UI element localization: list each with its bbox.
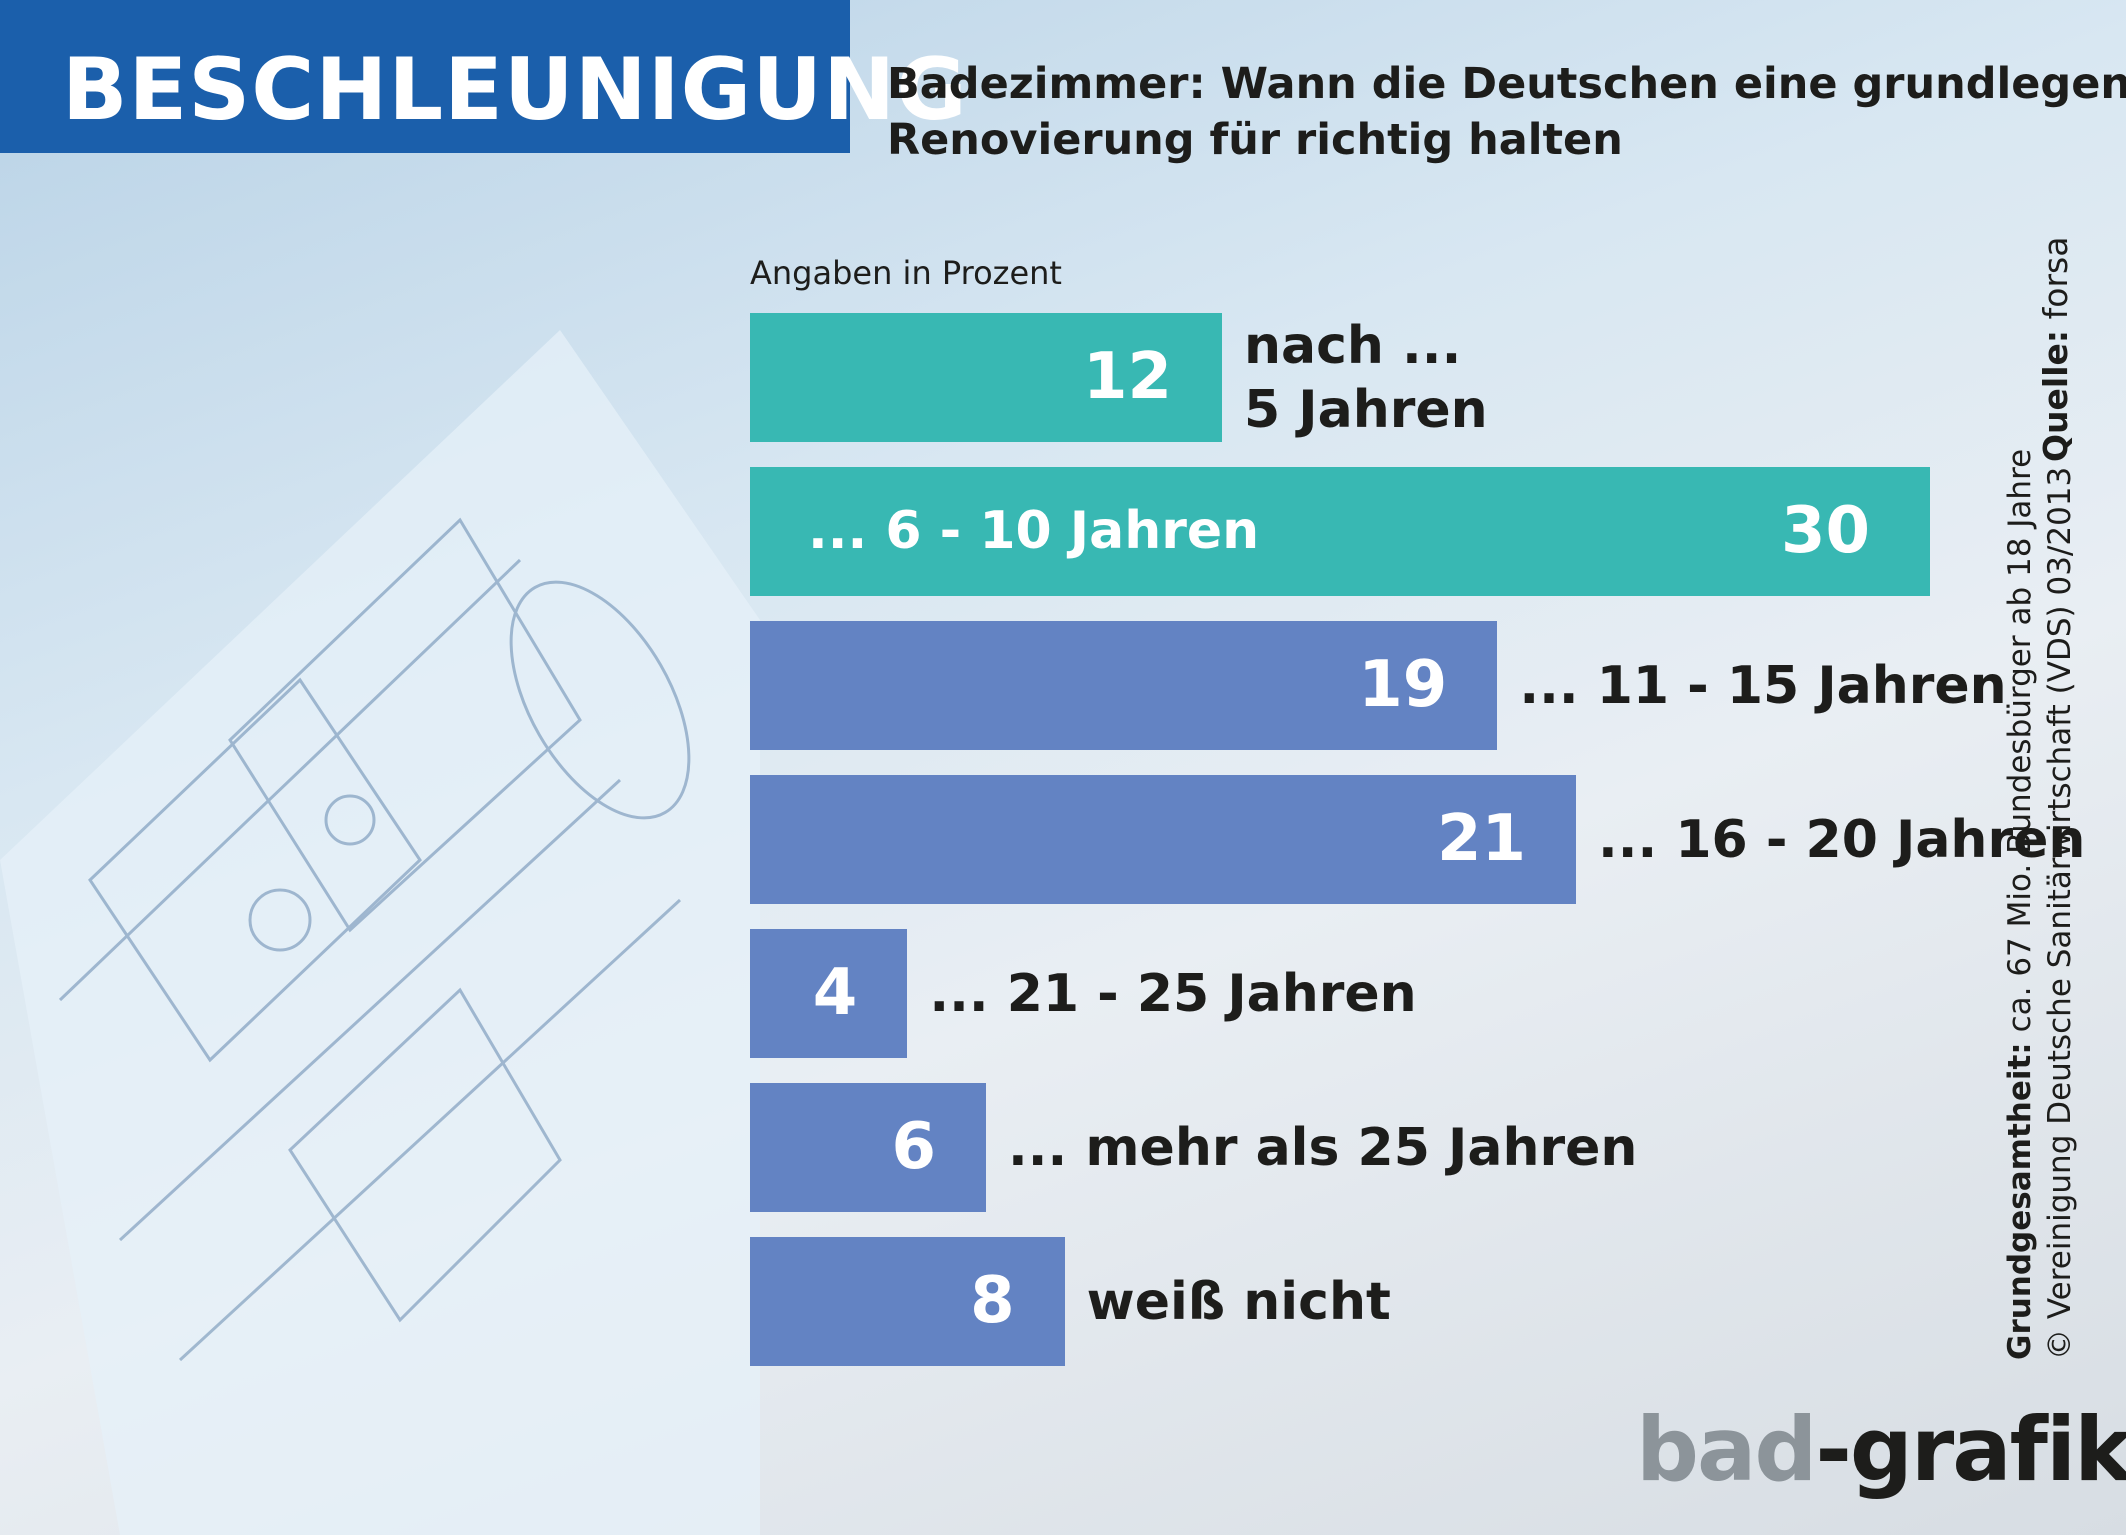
bar-category-label-1-line-1: nach ... xyxy=(1244,315,1462,376)
bar-7: 8 xyxy=(750,1237,1065,1366)
bar-value-label-4: 21 xyxy=(1436,802,1526,876)
bar-category-label-3-line-1: ... 11 - 15 Jahren xyxy=(1519,655,2007,716)
bar-value-label-2: 30 xyxy=(1780,494,1870,568)
logo-part-grafik: -grafik xyxy=(1815,1398,2126,1501)
bar-category-label-6: ... mehr als 25 Jahren xyxy=(1008,1118,1637,1178)
bar-1: 12 xyxy=(750,313,1222,442)
subtitle-line-2: Renovierung für richtig halten xyxy=(887,115,1623,165)
bar-4: 21 xyxy=(750,775,1576,904)
bar-6: 6 xyxy=(750,1083,986,1212)
bar-value-label-6: 6 xyxy=(891,1110,936,1184)
bar-2: 30 ... 6 - 10 Jahren xyxy=(750,467,1930,596)
bar-category-label-7-line-1: weiß nicht xyxy=(1086,1271,1391,1332)
bar-value-label-1: 12 xyxy=(1082,340,1172,414)
bar-5: 4 xyxy=(750,929,908,1058)
bar-category-label-1-line-2: 5 Jahren xyxy=(1244,379,1488,440)
bar-category-label-2: ... 6 - 10 Jahren xyxy=(808,501,1260,561)
title-badge: BESCHLEUNIGUNG xyxy=(0,0,967,153)
bar-category-label-4-line-1: ... 16 - 20 Jahren xyxy=(1598,809,2086,870)
bar-category-label-5-line-1: ... 21 - 25 Jahren xyxy=(929,963,1417,1024)
chart-subtitle: Badezimmer: Wann die Deutschen eine grun… xyxy=(887,56,2126,168)
base-label: Grundgesamtheit: xyxy=(2002,1042,2038,1360)
bar-3: 19 xyxy=(750,621,1498,750)
bar-category-label-7: weiß nicht xyxy=(1087,1272,1391,1332)
bar-value-label-3: 19 xyxy=(1358,648,1448,722)
title-badge-text: BESCHLEUNIGUNG xyxy=(62,40,968,140)
source-label: Quelle: xyxy=(2036,329,2075,462)
bar-category-label-3: ... 11 - 15 Jahren xyxy=(1519,656,2006,716)
bar-category-label-6-line-1: ... mehr als 25 Jahren xyxy=(1008,1117,1638,1178)
unit-note: Angaben in Prozent xyxy=(750,254,1062,292)
bar-value-label-5: 4 xyxy=(812,956,858,1030)
bad-grafik-logo: bad-grafik xyxy=(1636,1398,2126,1508)
base-row: Grundgesamtheit: ca. 67 Mio. Bundesbürge… xyxy=(2000,260,2040,1360)
logo-part-bad: bad xyxy=(1636,1398,1817,1501)
source-note: Quelle: forsa xyxy=(2036,237,2075,462)
bar-category-label-1: nach ... 5 Jahren xyxy=(1244,314,1488,442)
bar-value-label-7: 8 xyxy=(970,1264,1015,1338)
subtitle-line-1: Badezimmer: Wann die Deutschen eine grun… xyxy=(887,59,2126,109)
base-text: ca. 67 Mio. Bundesbürger ab 18 Jahre xyxy=(2002,448,2038,1033)
bar-category-label-4: ... 16 - 20 Jahren xyxy=(1598,810,2085,870)
bar-category-label-5: ... 21 - 25 Jahren xyxy=(929,964,1416,1024)
source-text: forsa xyxy=(2036,236,2075,320)
